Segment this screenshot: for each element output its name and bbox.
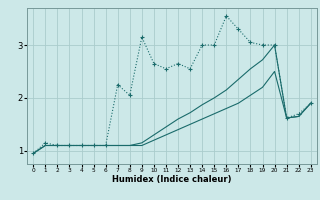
X-axis label: Humidex (Indice chaleur): Humidex (Indice chaleur) (112, 175, 232, 184)
